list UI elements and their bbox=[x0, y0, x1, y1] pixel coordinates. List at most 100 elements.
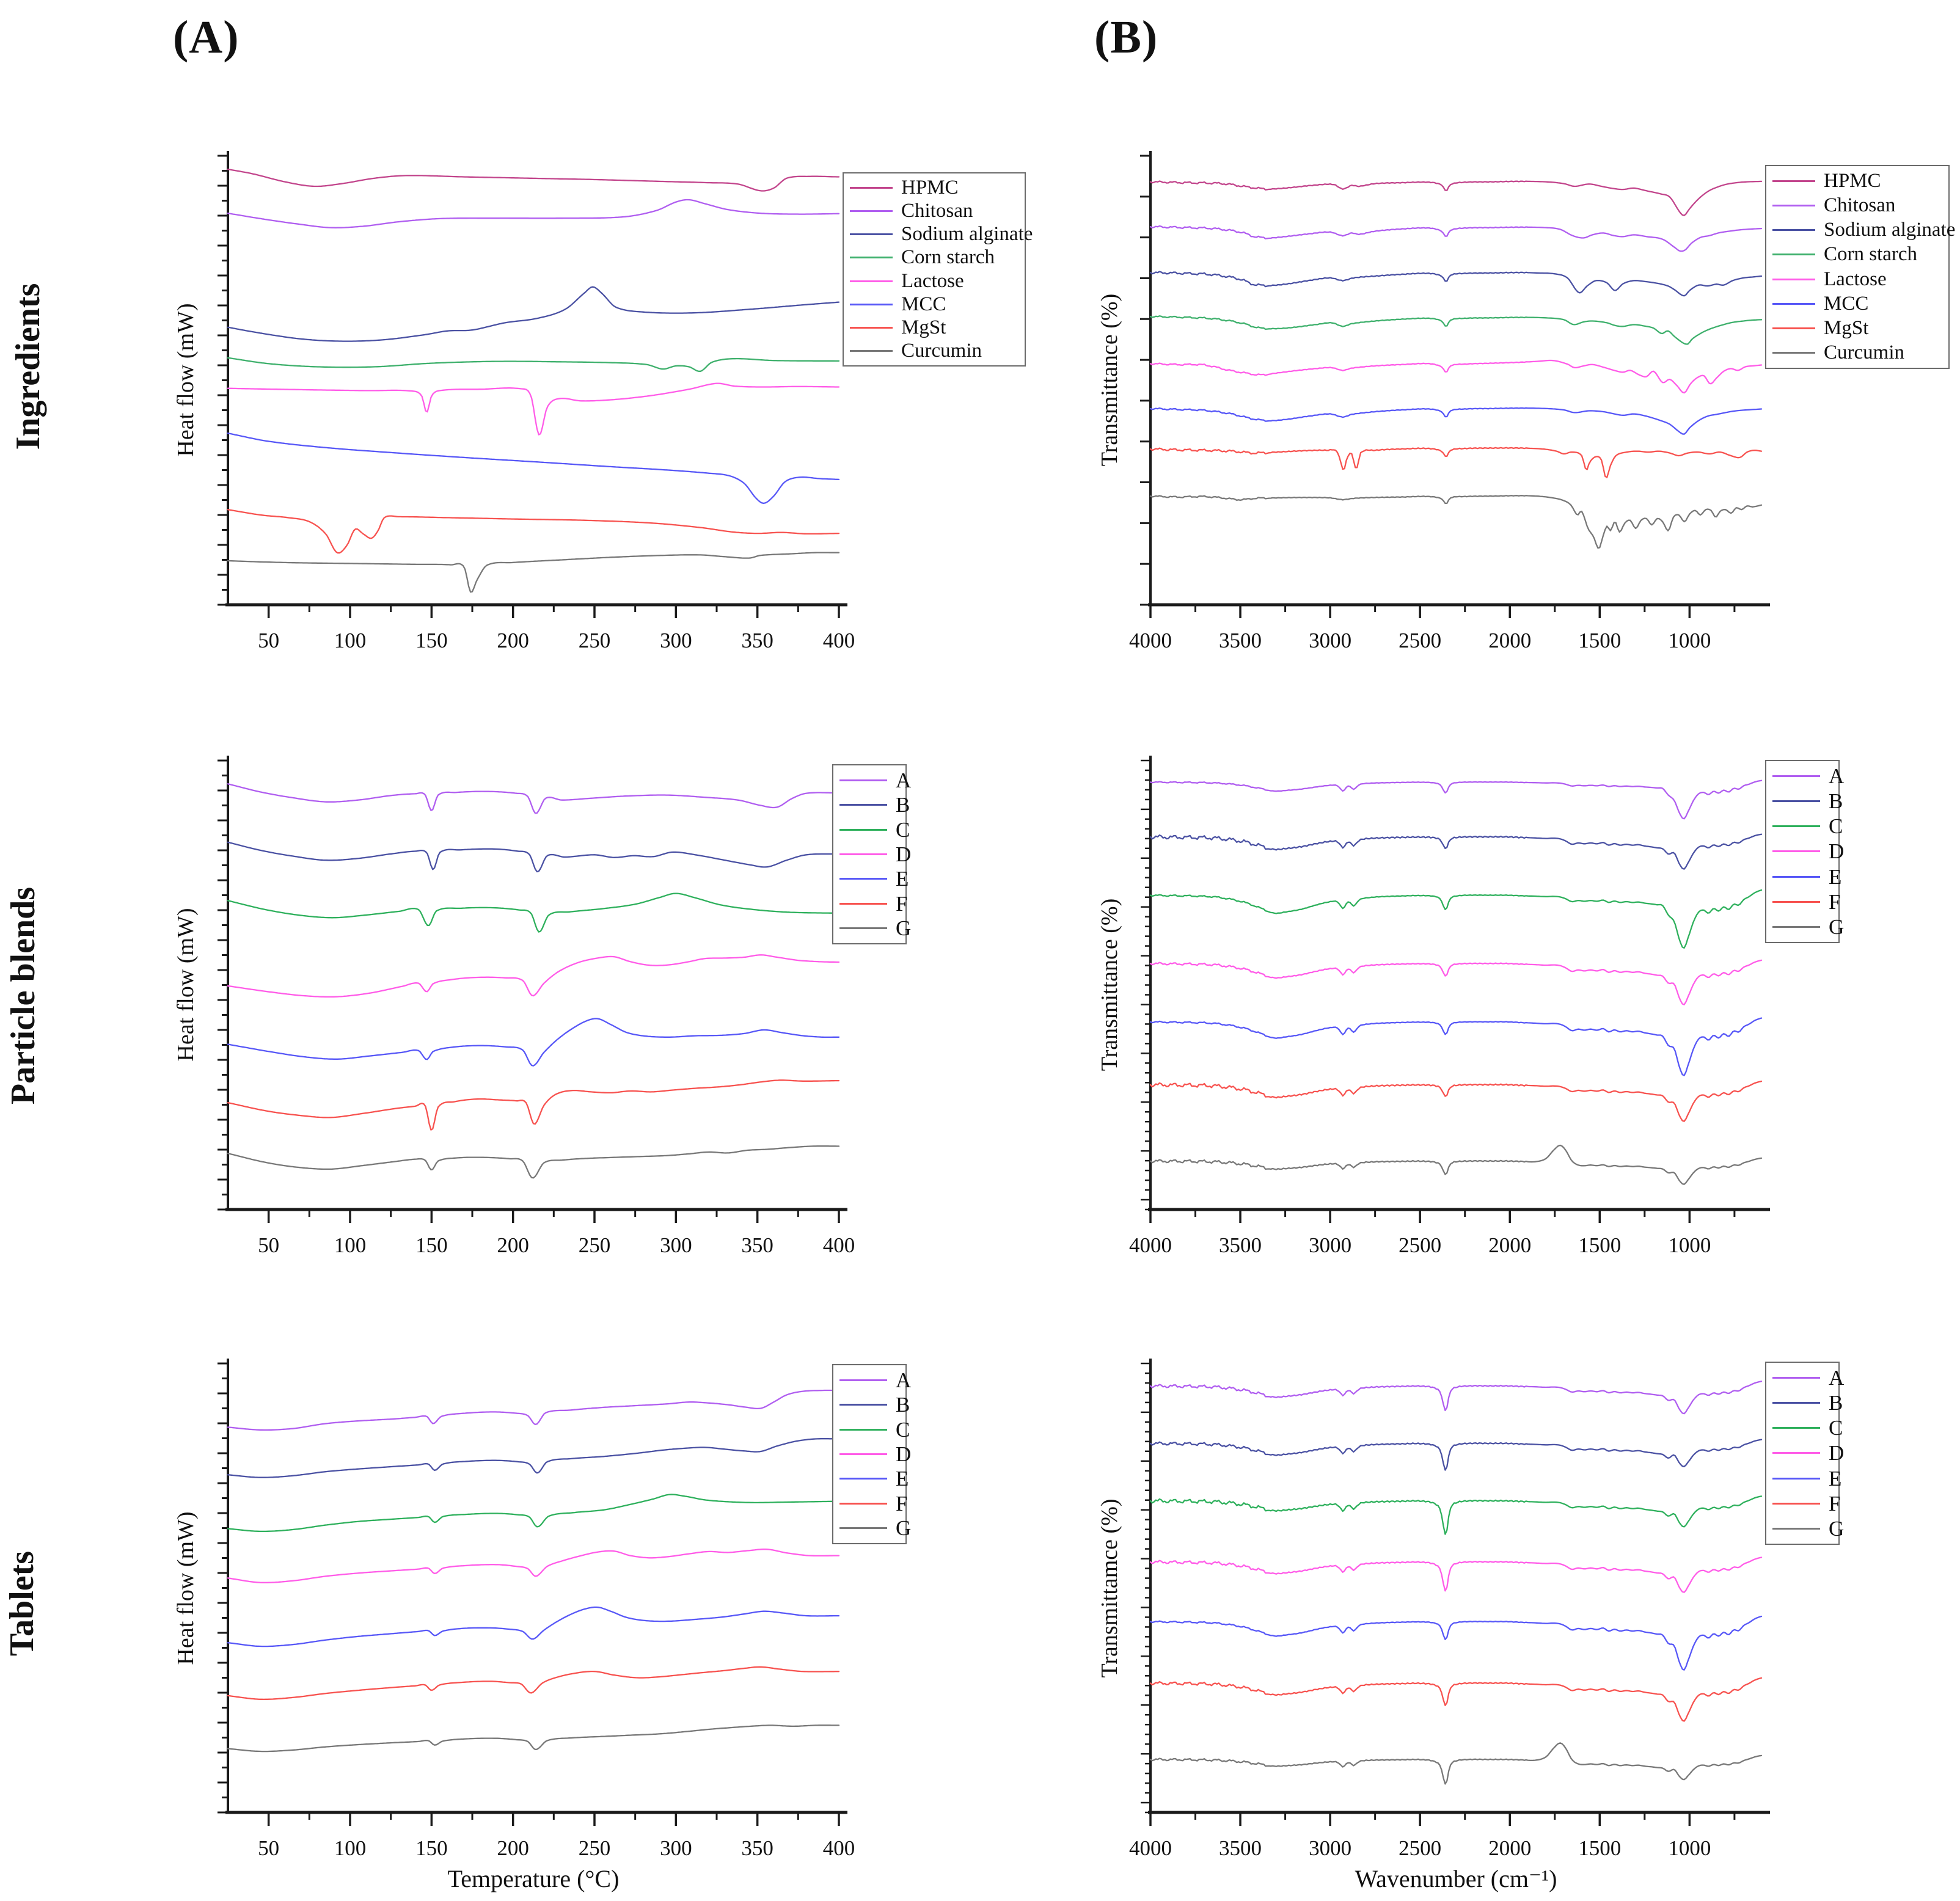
legend-entry: Corn starch bbox=[1766, 244, 1948, 265]
series-curve-dsc-ingredients-MCC bbox=[227, 432, 840, 505]
svg-text:3000: 3000 bbox=[1309, 629, 1351, 652]
ftir-tablets: 4000 3500 3000 2500 2000 1500 1000 bbox=[1129, 1359, 1770, 1860]
series-curve-ftir-ingredients-Curcumin bbox=[1149, 495, 1763, 549]
ftir-particle-blends-y-ticks bbox=[1141, 759, 1150, 1211]
dsc-ingredients-legend: HPMC Chitosan Sodium alginate Corn starch La… bbox=[843, 172, 1033, 367]
svg-text:100: 100 bbox=[334, 1836, 367, 1860]
svg-text:50: 50 bbox=[258, 629, 279, 652]
legend-entry: C bbox=[1766, 1417, 1843, 1439]
legend-swatch-line bbox=[850, 186, 893, 189]
series-curve-dsc-ingredients-Curcumin bbox=[227, 552, 840, 593]
legend-label: Curcumin bbox=[901, 340, 982, 362]
legend-entry: HPMC bbox=[844, 176, 1025, 199]
svg-text:350: 350 bbox=[741, 629, 773, 652]
svg-text:400: 400 bbox=[823, 629, 855, 652]
legend-label: B bbox=[896, 793, 910, 817]
legend-swatch-line bbox=[1772, 278, 1815, 280]
legend-label: HPMC bbox=[901, 176, 959, 199]
series-curve-dsc-ingredients-Sodium alginate bbox=[227, 286, 840, 342]
legend-label: C bbox=[896, 817, 910, 842]
series-curve-dsc-ingredients-Corn starch bbox=[227, 357, 840, 372]
legend-label: F bbox=[896, 891, 908, 916]
series-curve-ftir-ingredients-HPMC bbox=[1149, 180, 1763, 216]
dsc-tablets: 50 100 150 200 250 300 350 400 bbox=[218, 1359, 855, 1860]
legend-swatch-line bbox=[1772, 204, 1815, 206]
legend-entry: MgSt bbox=[1766, 318, 1948, 338]
legend-label: Corn starch bbox=[1824, 243, 1918, 266]
legend-swatch-line bbox=[839, 1379, 887, 1381]
legend-entry: D bbox=[833, 844, 911, 865]
series-curve-ftir-particle-blends-F bbox=[1149, 1080, 1763, 1122]
legend-label: A bbox=[896, 768, 912, 792]
legend-label: HPMC bbox=[1824, 169, 1881, 192]
legend-entry: A bbox=[833, 1370, 911, 1391]
legend-label: F bbox=[1829, 889, 1841, 914]
ftir-tablets-y-ticks bbox=[1141, 1362, 1150, 1814]
legend-swatch-line bbox=[850, 280, 893, 282]
svg-text:250: 250 bbox=[579, 629, 611, 652]
legend-swatch-line bbox=[1772, 327, 1815, 330]
svg-text:4000: 4000 bbox=[1129, 1836, 1172, 1860]
legend-swatch-line bbox=[839, 804, 887, 806]
svg-text:3000: 3000 bbox=[1309, 1233, 1351, 1257]
svg-text:400: 400 bbox=[823, 1233, 855, 1257]
legend-swatch-line bbox=[839, 878, 887, 880]
series-curve-ftir-ingredients-MCC bbox=[1149, 407, 1763, 435]
legend-entry: F bbox=[1766, 1493, 1840, 1514]
legend-entry: C bbox=[1766, 815, 1843, 837]
legend-swatch-line bbox=[1772, 925, 1820, 928]
legend-swatch-line bbox=[839, 1527, 887, 1530]
legend-label: C bbox=[1829, 1416, 1843, 1440]
svg-text:400: 400 bbox=[823, 1836, 855, 1860]
legend-entry: Sodium alginate bbox=[1766, 220, 1955, 240]
legend-entry: B bbox=[1766, 1392, 1843, 1414]
svg-text:150: 150 bbox=[415, 1836, 448, 1860]
legend-label: G bbox=[896, 1516, 912, 1541]
legend-label: MCC bbox=[1824, 292, 1869, 315]
legend-entry: A bbox=[833, 770, 911, 791]
series-curve-dsc-particle-blends-B bbox=[227, 841, 840, 873]
legend-label: Lactose bbox=[1824, 268, 1887, 290]
legend-entry: E bbox=[833, 1468, 909, 1489]
svg-text:150: 150 bbox=[415, 1233, 448, 1257]
legend-label: Sodium alginate bbox=[1824, 219, 1956, 241]
dsc-particle-blends: 50 100 150 200 250 300 350 400 bbox=[218, 756, 855, 1257]
series-curve-ftir-tablets-A bbox=[1149, 1381, 1763, 1415]
series-curve-dsc-particle-blends-C bbox=[227, 892, 840, 933]
legend-swatch-line bbox=[1772, 229, 1815, 232]
svg-text:300: 300 bbox=[660, 1836, 692, 1860]
svg-text:3500: 3500 bbox=[1219, 1233, 1262, 1257]
legend-swatch-line bbox=[1772, 900, 1820, 903]
legend-entry: Lactose bbox=[1766, 269, 1948, 290]
dsc-tablets-x-ticks: 50 100 150 200 250 300 350 400 bbox=[258, 1812, 855, 1860]
series-curve-dsc-particle-blends-A bbox=[227, 783, 840, 814]
svg-text:1000: 1000 bbox=[1668, 629, 1711, 652]
legend-swatch-line bbox=[1772, 1502, 1820, 1505]
legend-label: MCC bbox=[901, 293, 946, 315]
legend-entry: G bbox=[1766, 916, 1844, 938]
series-curve-dsc-particle-blends-F bbox=[227, 1079, 840, 1131]
legend-swatch-line bbox=[839, 1478, 887, 1480]
svg-text:2000: 2000 bbox=[1488, 629, 1531, 652]
svg-text:2500: 2500 bbox=[1399, 1836, 1441, 1860]
legend-label: B bbox=[1829, 789, 1843, 814]
dsc-tablets-y-ticks bbox=[218, 1362, 228, 1814]
legend-entry: MCC bbox=[1766, 292, 1948, 315]
series-curve-dsc-tablets-F bbox=[227, 1666, 840, 1701]
svg-text:50: 50 bbox=[258, 1233, 279, 1257]
legend-label: G bbox=[1829, 1516, 1845, 1541]
legend-label: E bbox=[896, 867, 909, 891]
legend-entry: G bbox=[833, 1517, 911, 1539]
series-curve-dsc-tablets-E bbox=[227, 1606, 840, 1647]
legend-label: Chitosan bbox=[1824, 194, 1896, 216]
svg-text:2000: 2000 bbox=[1488, 1233, 1531, 1257]
dsc-ingredients-x-ticks: 50 100 150 200 250 300 350 400 bbox=[258, 605, 855, 652]
legend-swatch-line bbox=[839, 1404, 887, 1406]
legend-label: D bbox=[896, 842, 912, 866]
legend-entry: E bbox=[1766, 1468, 1841, 1489]
legend-swatch-line bbox=[1772, 775, 1820, 778]
legend-entry: Chitosan bbox=[844, 200, 1025, 221]
